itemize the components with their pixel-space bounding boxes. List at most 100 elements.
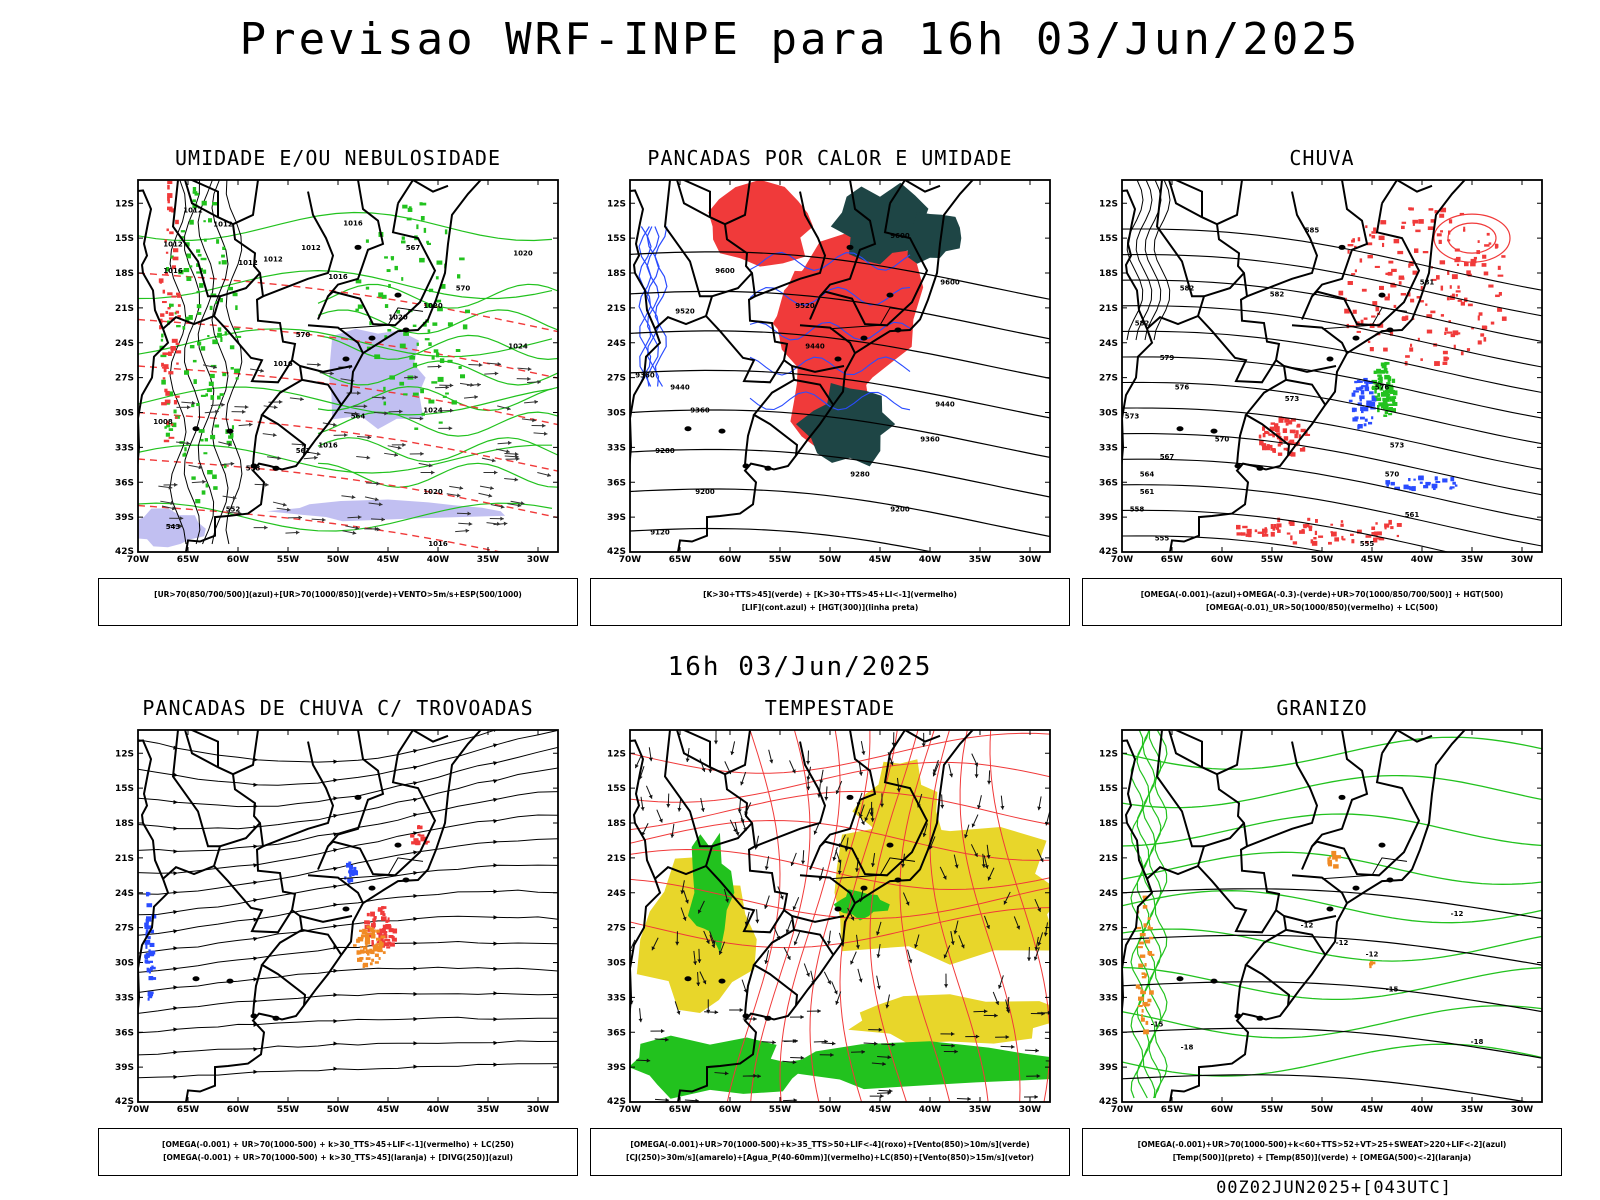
shaded-cell (144, 940, 150, 945)
vector-arrowhead (870, 818, 875, 822)
shaded-cell (1268, 433, 1273, 436)
lon-tick-label: 45W (1361, 1105, 1384, 1115)
shaded-cell (1477, 340, 1482, 345)
city-marker (1256, 1015, 1264, 1021)
temp850-contour (1122, 774, 1542, 809)
shaded-cell (1430, 219, 1436, 223)
shaded-cell (214, 424, 220, 428)
city-marker (1176, 976, 1184, 982)
lon-tick-label: 30W (1019, 555, 1042, 565)
shaded-cell (1384, 296, 1390, 301)
vector-arrowhead (179, 524, 183, 529)
vector-arrowhead (942, 875, 947, 880)
streamline (138, 791, 558, 852)
shaded-cell (389, 942, 395, 947)
city-marker (1210, 978, 1218, 984)
shaded-cell (352, 872, 355, 877)
humidity-contour (317, 283, 558, 309)
shaded-cell (1298, 434, 1302, 439)
shaded-cell (1270, 448, 1276, 451)
vector-arrowhead (885, 1004, 890, 1009)
shaded-cell (1360, 319, 1364, 325)
vector-arrowhead (800, 1014, 804, 1020)
shaded-cell (442, 395, 447, 398)
shaded-cell (390, 256, 395, 259)
shaded-cell (1405, 315, 1409, 321)
vector-arrowhead (878, 1027, 883, 1032)
vector-arrowhead (882, 1061, 886, 1066)
shaded-cell (1386, 407, 1393, 412)
shaded-cell (1262, 532, 1265, 537)
shaded-cell (1331, 531, 1337, 537)
shaded-cell (1386, 382, 1391, 386)
shaded-cell (374, 953, 379, 958)
shaded-cell (1262, 433, 1266, 438)
shaded-cell (1292, 430, 1296, 434)
shaded-cell (1464, 261, 1469, 267)
shaded-cell (147, 936, 151, 940)
border-line (171, 730, 220, 848)
shaded-cell (374, 961, 379, 964)
shaded-cell (1371, 395, 1375, 399)
shaded-cell (1290, 418, 1296, 422)
vector-arrowhead (459, 485, 464, 491)
border-line (793, 928, 834, 955)
legend-box: [OMEGA(-0.001)+UR>70(1000-500)+k>35_TTS>… (590, 1128, 1070, 1176)
vector-arrowhead (445, 385, 450, 390)
lat-tick-label: 24S (1099, 889, 1118, 899)
humidity-contour (317, 334, 558, 361)
lon-tick-label: 35W (1461, 1105, 1484, 1115)
shaded-cell (367, 932, 373, 936)
shaded-cell (355, 308, 359, 312)
shaded-cell (437, 376, 444, 382)
vector-arrowhead (791, 769, 796, 774)
lat-tick-label: 18S (115, 819, 134, 829)
vector-arrowhead (295, 530, 300, 535)
vector-arrowhead (351, 494, 356, 500)
shaded-cell (1435, 481, 1441, 484)
vector-arrowhead (864, 817, 869, 822)
shaded-cell (192, 187, 197, 192)
shaded-cell (234, 368, 240, 374)
lon-tick-label: 45W (377, 555, 400, 565)
streamline-arrowhead (413, 870, 418, 876)
city-marker (894, 877, 902, 883)
lon-tick-label: 40W (1411, 1105, 1434, 1115)
lat-tick-label: 24S (607, 339, 626, 349)
shaded-cell (1402, 316, 1407, 322)
height-contour (1122, 279, 1542, 342)
legend-line: [OMEGA(-0.001)+UR>70(1000-500)+k>35_TTS>… (630, 1140, 1030, 1149)
convection-area (899, 212, 962, 264)
isobar-green (138, 502, 553, 532)
border-line (1285, 928, 1326, 955)
vector-arrowhead (706, 1009, 711, 1014)
vector-arrowhead (1026, 957, 1032, 962)
lon-tick-label: 35W (969, 1105, 992, 1115)
streamline (138, 889, 558, 936)
vector-arrowhead (352, 530, 357, 535)
vector-arrowhead (697, 909, 702, 914)
streamline-arrowhead (413, 991, 418, 997)
shaded-cell (1347, 281, 1353, 285)
streamline-red (869, 730, 919, 1102)
map-content (138, 730, 558, 1102)
shaded-cell (1431, 278, 1437, 281)
vector-arrowhead (420, 451, 424, 456)
streamline-arrowhead (173, 909, 178, 915)
temp500-contour (1122, 1074, 1531, 1102)
shaded-cell (388, 935, 394, 939)
vector-arrowhead (943, 984, 949, 988)
shaded-cell (399, 343, 406, 349)
lat-tick-label: 12S (607, 199, 626, 209)
shaded-cell (421, 412, 425, 416)
shaded-cell (1340, 520, 1344, 523)
shaded-cell (200, 346, 206, 351)
border-line (397, 180, 449, 204)
shaded-cell (148, 995, 153, 999)
vector-arrowhead (753, 1016, 757, 1022)
vector-arrowhead (1037, 907, 1042, 912)
shaded-cell (203, 452, 208, 455)
lat-tick-label: 39S (1099, 513, 1118, 523)
